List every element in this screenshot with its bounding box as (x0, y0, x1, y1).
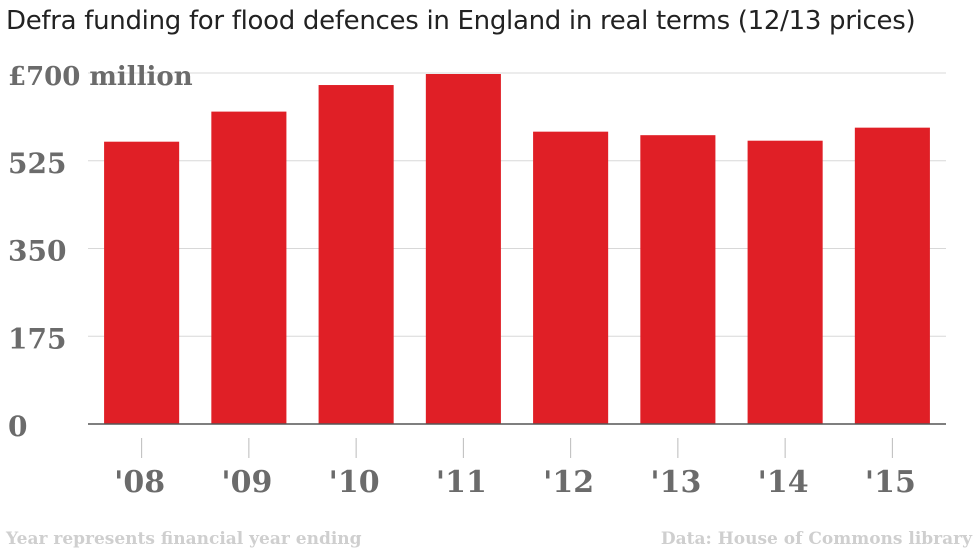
x-tick-label: '09 (221, 465, 272, 500)
footnote: Year represents financial year ending (6, 529, 362, 549)
bars (104, 74, 930, 425)
x-tick-label: '14 (758, 465, 809, 500)
bar (104, 141, 180, 424)
bar (318, 85, 394, 424)
y-axis-tick-labels: 0 175 350 525 £700 million (8, 62, 193, 443)
y-tick-label: 525 (8, 147, 66, 180)
bar (425, 74, 501, 424)
x-tick-label: '15 (865, 465, 916, 500)
y-tick-label: 175 (8, 322, 66, 355)
x-tick-label: '12 (543, 465, 594, 500)
x-axis-ticks: '08 '09 '10 '11 '12 '13 '14 '15 (114, 438, 916, 500)
bar (533, 131, 609, 424)
bar (747, 140, 823, 424)
y-tick-label: 0 (8, 410, 27, 443)
x-tick-label: '13 (650, 465, 701, 500)
bar (640, 135, 716, 425)
x-tick-label: '08 (114, 465, 165, 500)
y-tick-label: £700 million (8, 62, 193, 92)
bar (211, 111, 287, 425)
bar (854, 127, 930, 425)
x-tick-label: '10 (329, 465, 380, 500)
source-note: Data: House of Commons library (660, 529, 972, 549)
chart-title: Defra funding for flood defences in Engl… (6, 6, 916, 36)
y-tick-label: 350 (8, 235, 66, 268)
x-tick-label: '11 (436, 465, 487, 500)
